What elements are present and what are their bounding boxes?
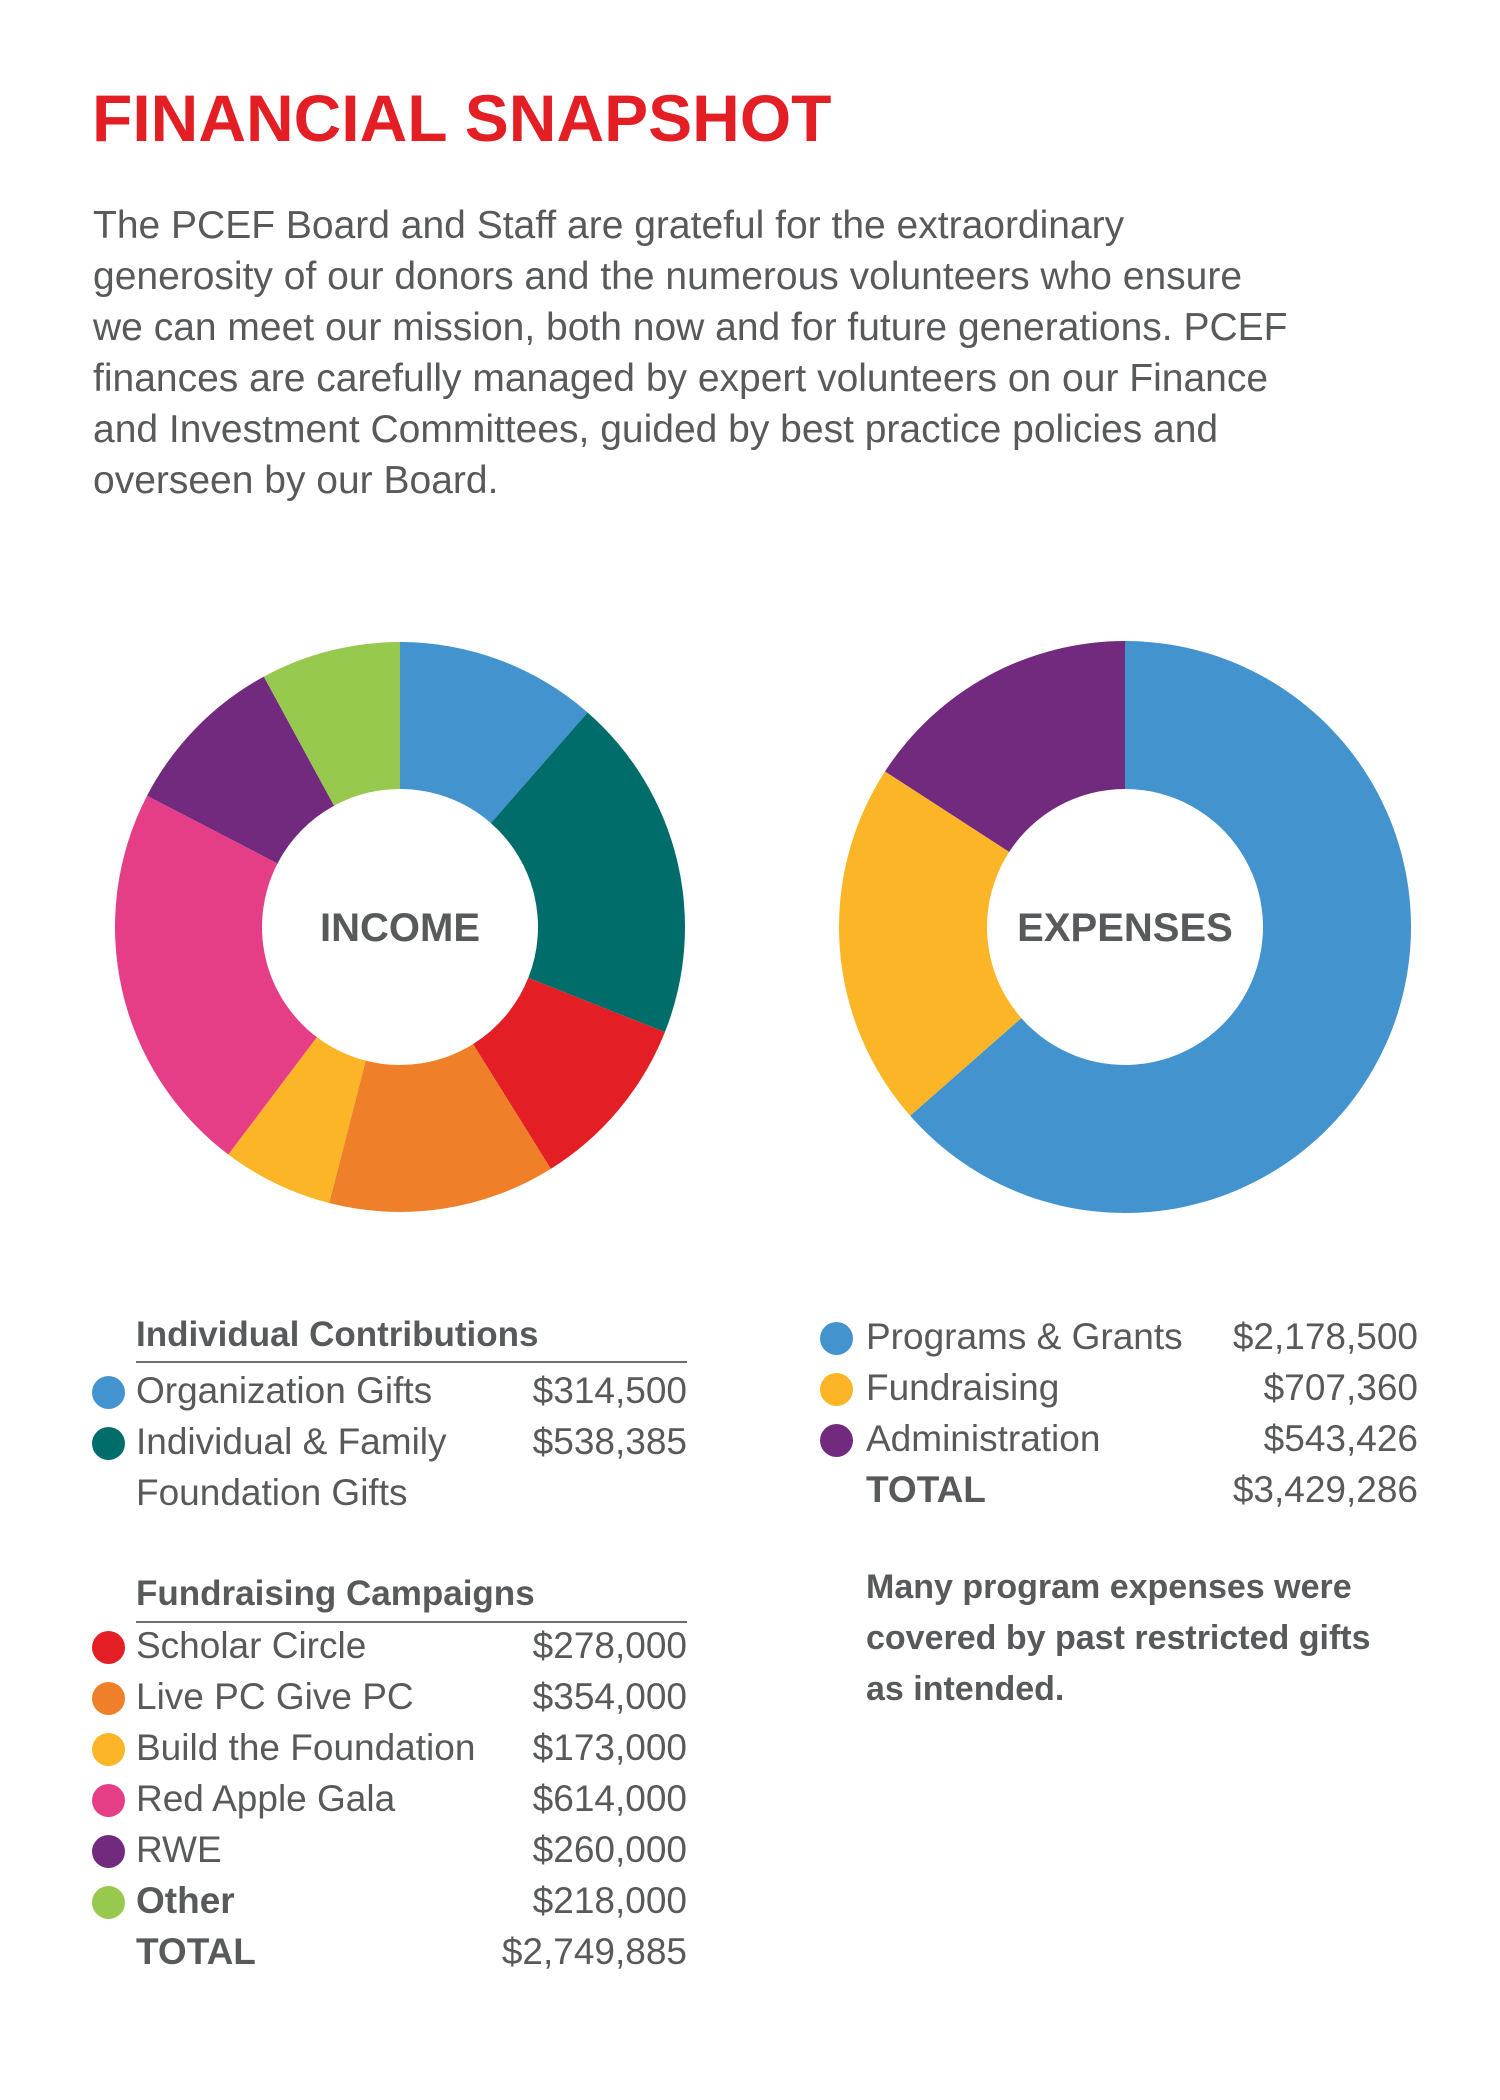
donut-slice-live-pc-give-pc	[329, 1044, 551, 1212]
legend-dot-fundraising	[820, 1373, 853, 1406]
income-center-label: INCOME	[320, 906, 480, 950]
legend-value: $538,385	[532, 1421, 687, 1462]
legend-label: Administration	[866, 1418, 1101, 1459]
legend-label: Red Apple Gala	[136, 1778, 396, 1819]
legend-dot-individual-family	[92, 1427, 125, 1460]
legend-label: Build the Foundation	[136, 1727, 476, 1768]
donut-slice-programs-grants	[910, 641, 1411, 1213]
expenses-total-value: $3,429,286	[1232, 1469, 1418, 1510]
individual-contributions-heading: Individual Contributions	[136, 1315, 539, 1354]
income-total-value: $2,749,885	[501, 1931, 687, 1972]
income-total-label: TOTAL	[136, 1931, 256, 1972]
expenses-total-label: TOTAL	[866, 1469, 986, 1510]
note-line: as intended.	[866, 1670, 1065, 1708]
expense-donut	[838, 641, 1411, 1213]
intro-line: The PCEF Board and Staff are grateful fo…	[93, 204, 1125, 247]
divider	[136, 1621, 687, 1623]
legend-dot-other	[92, 1886, 125, 1919]
legend-label: Fundraising	[866, 1367, 1060, 1408]
legend-dot-scholar-circle	[92, 1631, 125, 1664]
donut-slice-other	[263, 642, 400, 806]
page-title: FINANCIAL SNAPSHOT	[92, 81, 832, 155]
intro-line: overseen by our Board.	[93, 459, 499, 502]
intro-paragraph: The PCEF Board and Staff are grateful fo…	[93, 200, 1287, 506]
legend-label: RWE	[136, 1829, 222, 1870]
intro-line: generosity of our donors and the numerou…	[93, 255, 1243, 298]
donut-slice-organization-gifts	[400, 642, 588, 824]
income-donut	[114, 642, 685, 1212]
legend-dot-red-apple-gala	[92, 1784, 125, 1817]
legend-label: Other	[136, 1880, 235, 1921]
legend-value: $173,000	[532, 1727, 687, 1768]
legend-value: $614,000	[532, 1778, 687, 1819]
donut-slice-build-the-foundation	[228, 1037, 366, 1204]
divider	[136, 1361, 687, 1363]
legend-dot-rwe	[92, 1835, 125, 1868]
legend-label: Scholar Circle	[136, 1625, 367, 1666]
legend-dot-administration	[820, 1424, 853, 1457]
legend-dot-build-the-foundation	[92, 1733, 125, 1766]
donut-slice-fundraising	[838, 771, 1022, 1116]
intro-line: we can meet our mission, both now and fo…	[93, 306, 1288, 349]
legend-label: Live PC Give PC	[136, 1676, 414, 1717]
legend-dot-live-pc-give-pc	[92, 1682, 125, 1715]
donut-charts: INCOME EXPENSES	[114, 641, 1411, 1213]
legend-label: Programs & Grants	[866, 1316, 1183, 1357]
expenses-note: Many program expenses were covered by pa…	[866, 1562, 1371, 1715]
legend-label-cont: Foundation Gifts	[136, 1472, 408, 1513]
expenses-center-label: EXPENSES	[1017, 906, 1233, 950]
donut-slice-red-apple-gala	[114, 795, 317, 1155]
donut-slice-rwe	[147, 676, 335, 864]
legend-value: $2,178,500	[1232, 1316, 1418, 1357]
legend-value: $260,000	[532, 1829, 687, 1870]
intro-line: finances are carefully managed by expert…	[93, 357, 1269, 400]
legend-value: $354,000	[532, 1676, 687, 1717]
note-line: covered by past restricted gifts	[866, 1619, 1371, 1657]
intro-line: and Investment Committees, guided by bes…	[93, 408, 1219, 451]
note-line: Many program expenses were	[866, 1568, 1352, 1606]
donut-slice-individual-family-foundation-gifts	[490, 712, 685, 1033]
legend-value: $707,360	[1263, 1367, 1418, 1408]
legend-value: $314,500	[532, 1370, 687, 1411]
legend-value: $278,000	[532, 1625, 687, 1666]
legend-dot-organization-gifts	[92, 1376, 125, 1409]
legend-label: Individual & Family	[136, 1421, 447, 1462]
legend-value: $543,426	[1263, 1418, 1418, 1459]
legend-label: Organization Gifts	[136, 1370, 433, 1411]
fundraising-campaigns-heading: Fundraising Campaigns	[136, 1574, 535, 1613]
legend-dot-programs-grants	[820, 1322, 853, 1355]
donut-slice-administration	[885, 641, 1125, 852]
legend-value: $218,000	[532, 1880, 687, 1921]
donut-slice-scholar-circle	[473, 977, 665, 1169]
